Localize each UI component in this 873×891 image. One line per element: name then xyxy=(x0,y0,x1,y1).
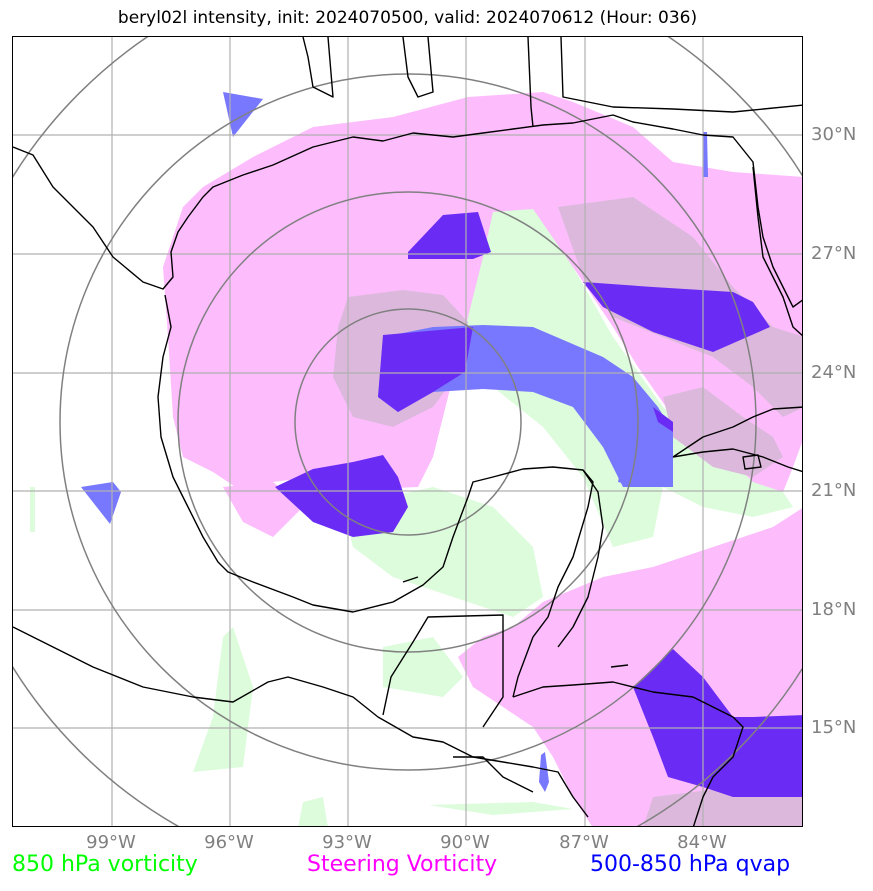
lon-label-93w: 93°W xyxy=(322,832,372,853)
lat-label-24n: 24°N xyxy=(811,362,857,383)
overlap-qvap-layer xyxy=(275,212,802,797)
legend-vorticity-850: 850 hPa vorticity xyxy=(12,852,198,877)
lon-label-99w: 99°W xyxy=(86,832,136,853)
map-title: beryl02l intensity, init: 2024070500, va… xyxy=(117,8,698,28)
lat-label-15n: 15°N xyxy=(811,717,857,738)
coastlines xyxy=(13,37,802,826)
lon-label-87w: 87°W xyxy=(559,832,609,853)
gridlines xyxy=(13,37,802,826)
lat-label-21n: 21°N xyxy=(811,480,857,501)
lon-label-90w: 90°W xyxy=(440,832,490,853)
legend-steering-vorticity: Steering Vorticity xyxy=(307,852,498,877)
lat-label-18n: 18°N xyxy=(811,599,857,620)
map-canvas xyxy=(13,37,802,826)
lon-label-96w: 96°W xyxy=(204,832,254,853)
lat-label-27n: 27°N xyxy=(811,243,857,264)
legend-qvap: 500-850 hPa qvap xyxy=(590,852,791,877)
lon-label-84w: 84°W xyxy=(677,832,727,853)
map-panel xyxy=(12,36,803,827)
lat-label-30n: 30°N xyxy=(811,124,857,145)
